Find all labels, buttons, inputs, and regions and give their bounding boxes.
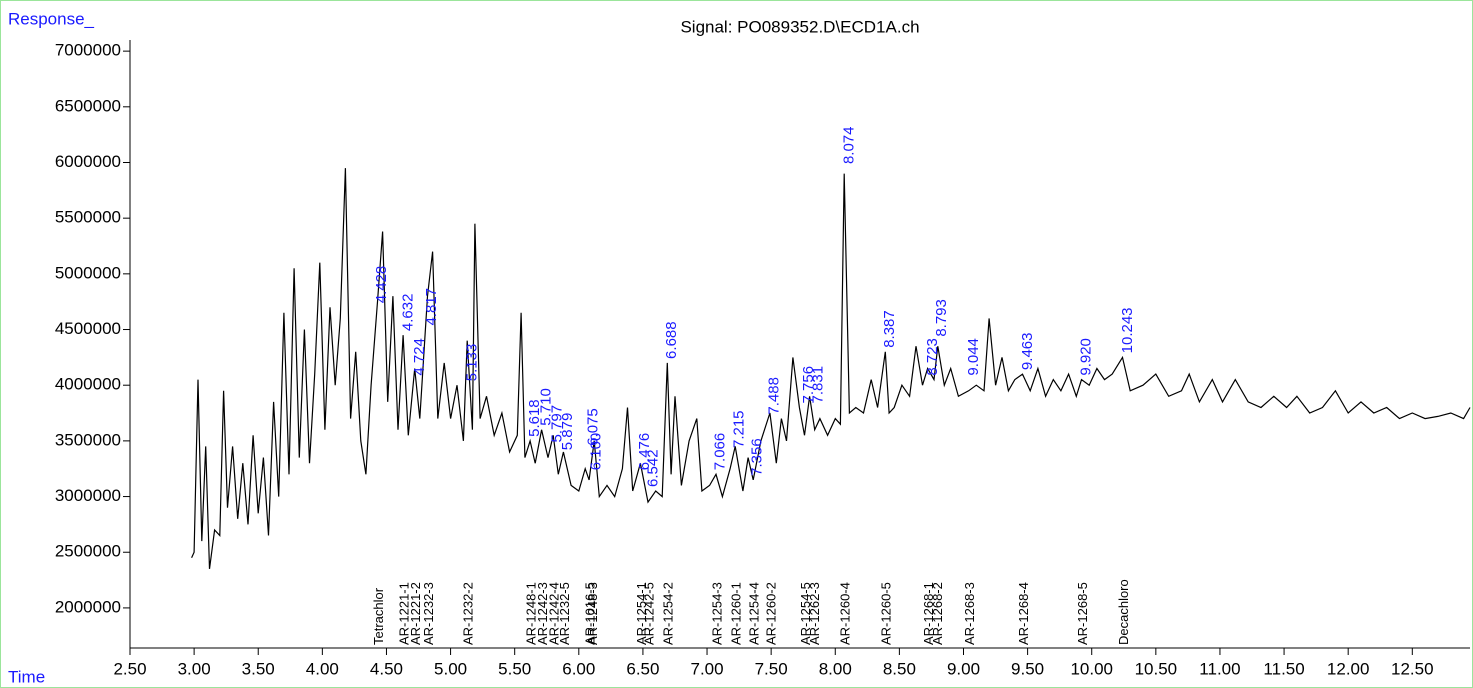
y-tick-label: 2500000 — [55, 542, 121, 561]
peak-label: 5.133 — [464, 344, 481, 382]
compound-label: Tetrachlor — [371, 587, 386, 645]
compound-label: AR-1248-3 — [585, 582, 600, 645]
compound-label: Decachloro — [1116, 579, 1131, 645]
peak-label: 7.215 — [731, 410, 748, 448]
x-tick-label: 6.50 — [626, 659, 659, 678]
y-tick-label: 2000000 — [55, 597, 121, 616]
compound-label: AR-1254-4 — [747, 582, 762, 645]
compound-label: AR-1016-5 — [582, 582, 597, 645]
compound-label: AR-1268-3 — [962, 582, 977, 645]
x-tick-label: 6.00 — [562, 659, 595, 678]
peak-label: 4.632 — [399, 294, 416, 332]
compound-label: AR-1242-5 — [641, 582, 656, 645]
compound-label: AR-1268-2 — [930, 582, 945, 645]
peak-label: 5.710 — [538, 388, 555, 426]
y-tick-label: 3000000 — [55, 486, 121, 505]
peak-label: 8.793 — [933, 299, 950, 337]
peak-label: 6.542 — [644, 449, 661, 487]
chart-title: Signal: PO089352.D\ECD1A.ch — [680, 17, 919, 36]
peak-label: 6.688 — [663, 321, 680, 359]
compound-label: AR-1268-1 — [921, 582, 936, 645]
compound-label: AR-1232-2 — [461, 582, 476, 645]
x-tick-label: 3.00 — [178, 659, 211, 678]
compound-label: AR-1221-1 — [397, 582, 412, 645]
signal-trace — [191, 168, 1471, 569]
compound-label: AR-1268-4 — [1016, 582, 1031, 645]
peak-label: 7.756 — [800, 366, 817, 404]
x-tick-label: 8.50 — [883, 659, 916, 678]
x-tick-label: 3.50 — [242, 659, 275, 678]
peak-label: 4.817 — [423, 288, 440, 326]
compound-label: AR-1260-2 — [763, 582, 778, 645]
compound-label: AR-1254-2 — [661, 582, 676, 645]
compound-label: AR-1262-3 — [807, 582, 822, 645]
x-tick-label: 10.00 — [1070, 659, 1113, 678]
x-tick-label: 9.00 — [947, 659, 980, 678]
y-tick-label: 5000000 — [55, 263, 121, 282]
x-tick-label: 11.50 — [1263, 659, 1304, 678]
compound-label: AR-1232-3 — [421, 582, 436, 645]
peak-label: 9.044 — [965, 338, 982, 376]
x-tick-label: 8.00 — [819, 659, 852, 678]
x-tick-label: 7.50 — [755, 659, 788, 678]
y-tick-label: 3500000 — [55, 430, 121, 449]
x-tick-label: 10.50 — [1135, 659, 1178, 678]
peak-label: 7.066 — [711, 433, 728, 471]
y-tick-label: 4500000 — [55, 319, 121, 338]
compound-label: AR-1221-2 — [408, 582, 423, 645]
x-tick-label: 9.50 — [1011, 659, 1044, 678]
y-tick-label: 6000000 — [55, 152, 121, 171]
peak-label: 5.618 — [526, 399, 543, 437]
peak-label: 7.488 — [766, 377, 783, 415]
compound-label: AR-1254-1 — [634, 582, 649, 645]
compound-label: AR-1260-1 — [729, 582, 744, 645]
peak-label: 5.797 — [549, 405, 566, 443]
peak-label: 9.463 — [1019, 333, 1036, 371]
peak-label: 9.920 — [1077, 338, 1094, 376]
x-tick-label: 4.50 — [370, 659, 403, 678]
peak-label: 7.356 — [749, 438, 766, 476]
peak-label: 10.243 — [1119, 307, 1136, 353]
peak-label: 8.074 — [841, 127, 858, 165]
peak-label: 6.476 — [636, 433, 653, 471]
compound-label: AR-1248-1 — [524, 582, 539, 645]
x-tick-label: 4.00 — [306, 659, 339, 678]
peak-label: 6.075 — [584, 408, 601, 446]
x-tick-label: 12.00 — [1327, 659, 1370, 678]
y-tick-label: 6500000 — [55, 96, 121, 115]
compound-label: AR-1242-3 — [535, 582, 550, 645]
peak-label: 8.723 — [924, 338, 941, 376]
y-tick-label: 5500000 — [55, 208, 121, 227]
compound-label: AR-1242-4 — [547, 582, 562, 645]
x-tick-label: 5.50 — [498, 659, 531, 678]
compound-label: AR-1254-3 — [709, 582, 724, 645]
y-tick-label: 4000000 — [55, 375, 121, 394]
x-tick-label: 12.50 — [1391, 659, 1434, 678]
x-tick-label: 2.50 — [113, 659, 146, 678]
x-axis-label: Time — [8, 667, 45, 686]
peak-label: 4.724 — [411, 338, 428, 376]
x-tick-label: 7.00 — [690, 659, 723, 678]
y-axis-label: Response_ — [8, 9, 95, 28]
peak-label: 8.387 — [881, 310, 898, 348]
compound-label: AR-1260-4 — [838, 582, 853, 645]
compound-label: AR-1260-5 — [879, 582, 894, 645]
y-tick-label: 7000000 — [55, 41, 121, 60]
peak-label: 5.879 — [559, 413, 576, 451]
compound-label: AR-1268-5 — [1075, 582, 1090, 645]
peak-label: 6.100 — [588, 433, 605, 471]
x-tick-label: 11.00 — [1199, 659, 1240, 678]
peak-label: 7.831 — [810, 366, 827, 404]
compound-label: AR-1232-5 — [557, 582, 572, 645]
compound-label: AR-1254-5 — [798, 582, 813, 645]
peak-label: 4.428 — [373, 266, 390, 304]
x-tick-label: 5.00 — [434, 659, 467, 678]
